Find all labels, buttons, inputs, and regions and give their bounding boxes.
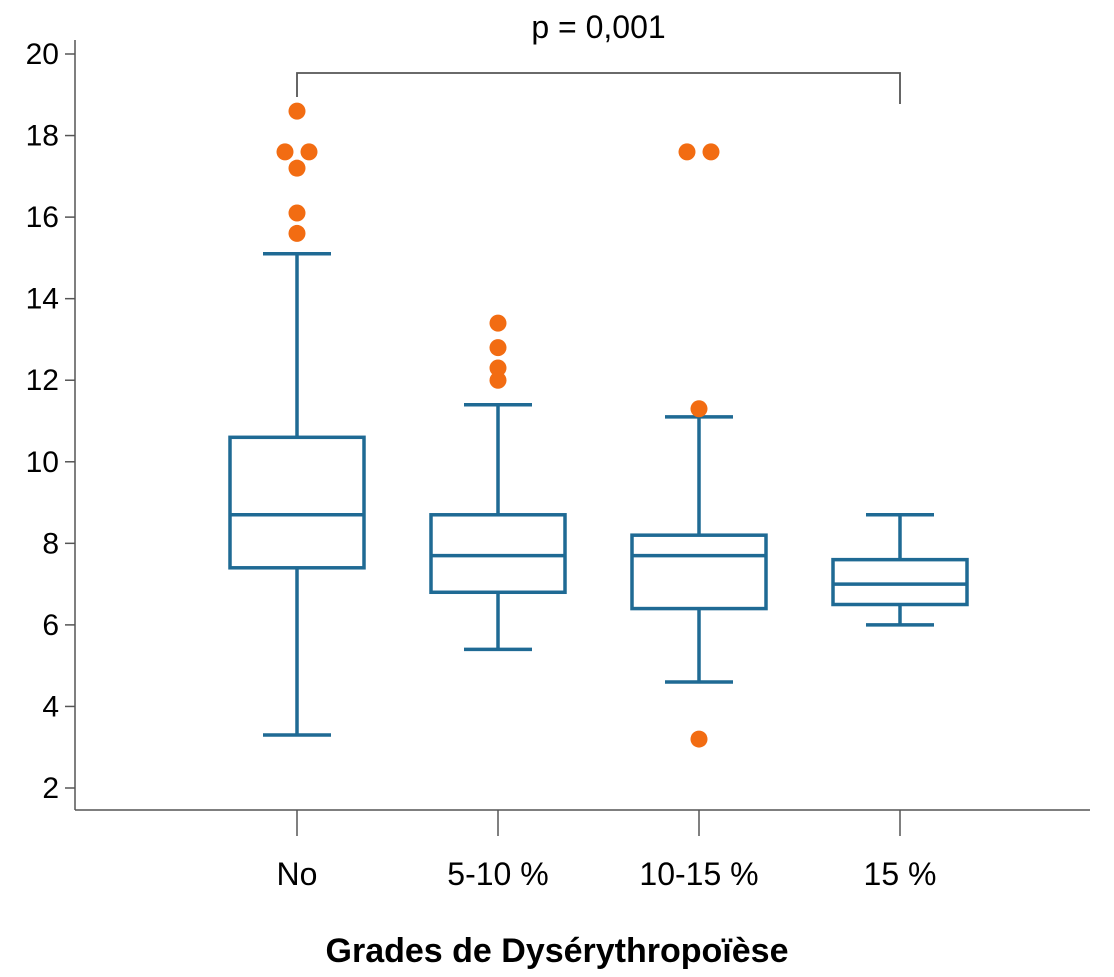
box-0 <box>228 252 366 737</box>
y-tick-label: 12 <box>26 364 59 397</box>
box-3 <box>831 513 969 627</box>
x-axis-title: Grades de Dysérythropoïèse <box>326 932 789 970</box>
outlier-point <box>702 143 720 161</box>
significance-bracket <box>296 72 901 104</box>
iqr-box <box>228 435 366 570</box>
box-1 <box>429 402 567 652</box>
boxes-group <box>228 252 969 737</box>
outlier-point <box>678 143 696 161</box>
outlier-point <box>489 314 507 332</box>
axes-group: 2 4 6 8 10 12 14 16 18 20 No 5-10 % 10-15 % 15 % <box>26 38 1090 892</box>
y-tick-label: 18 <box>26 120 59 153</box>
y-tick-label: 8 <box>42 527 59 560</box>
outlier-point <box>288 102 306 120</box>
iqr-box <box>630 533 768 611</box>
outlier-point <box>276 143 294 161</box>
outlier-point <box>288 224 306 242</box>
outlier-point <box>489 339 507 357</box>
significance-annotation: p = 0,001 <box>296 9 901 104</box>
x-category-label: 10-15 % <box>639 856 758 892</box>
outlier-point <box>288 159 306 177</box>
p-value-label: p = 0,001 <box>531 9 665 45</box>
iqr-box <box>831 557 969 607</box>
box-2 <box>630 415 768 684</box>
x-category-label: 5-10 % <box>447 856 548 892</box>
y-tick-label: 10 <box>26 446 59 479</box>
y-tick-label: 16 <box>26 201 59 234</box>
outlier-point <box>690 730 708 748</box>
outlier-point <box>489 371 507 389</box>
outlier-point <box>489 359 507 377</box>
x-category-label: 15 % <box>864 856 937 892</box>
outlier-point <box>288 204 306 222</box>
outlier-point <box>300 143 318 161</box>
y-tick-label: 6 <box>42 609 59 642</box>
outliers-group <box>276 102 720 748</box>
y-tick-label: 4 <box>42 690 59 723</box>
outlier-point <box>690 400 708 418</box>
y-tick-label: 20 <box>26 38 59 71</box>
x-category-label: No <box>277 856 318 892</box>
y-tick-label: 14 <box>26 283 59 316</box>
iqr-box <box>429 513 567 595</box>
y-tick-label: 2 <box>42 772 59 805</box>
